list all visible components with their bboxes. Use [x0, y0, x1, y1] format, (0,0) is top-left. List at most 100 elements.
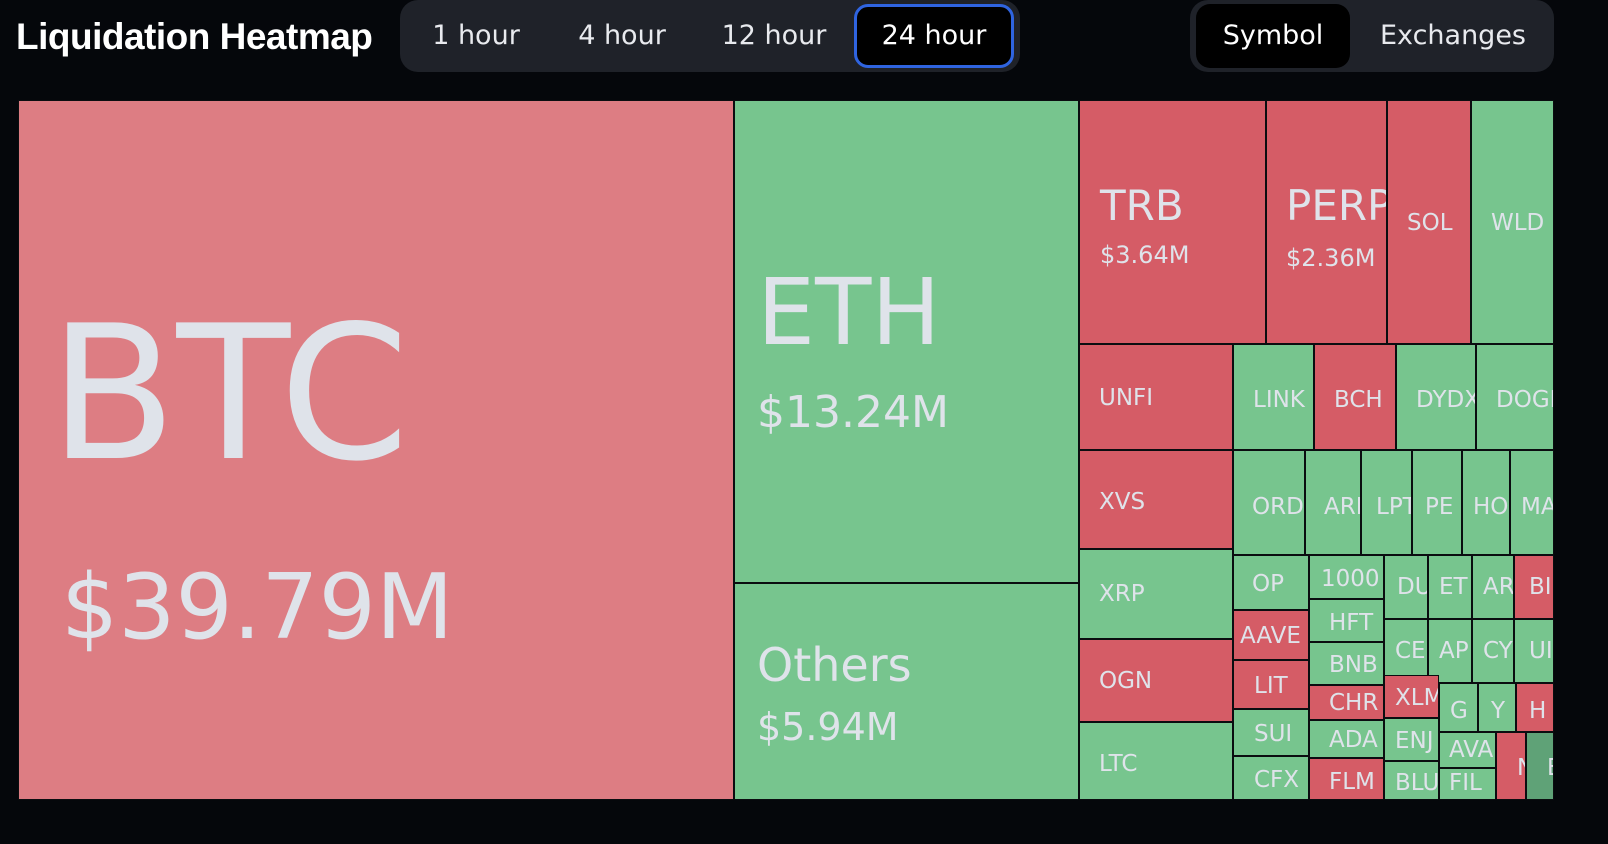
- treemap-cell-xlm[interactable]: XLM: [1384, 675, 1439, 718]
- cell-symbol: TRB: [1100, 181, 1184, 230]
- cell-value: $3.64M: [1100, 241, 1190, 269]
- treemap-cell-bch[interactable]: BCH: [1314, 344, 1396, 450]
- treemap-cell-e[interactable]: E: [1526, 732, 1554, 800]
- treemap-cell-enj[interactable]: ENJ: [1384, 718, 1439, 761]
- treemap-cell-ar[interactable]: AR: [1472, 555, 1514, 619]
- treemap-cell-wld[interactable]: WLD: [1471, 100, 1554, 344]
- treemap-cell-sol[interactable]: SOL: [1387, 100, 1471, 344]
- treemap-cell-ce[interactable]: CE: [1384, 619, 1428, 683]
- treemap-cell-unfi[interactable]: UNFI: [1079, 344, 1233, 450]
- treemap-cell-h[interactable]: H: [1516, 683, 1554, 732]
- cell-symbol: LPT: [1376, 494, 1411, 520]
- treemap-cell-ap[interactable]: AP: [1428, 619, 1472, 683]
- cell-symbol: ADA: [1329, 727, 1378, 753]
- cell-symbol: FLM: [1329, 769, 1375, 795]
- cell-symbol: PE: [1425, 494, 1454, 520]
- treemap-cell-ava[interactable]: AVA: [1439, 732, 1496, 768]
- treemap-cell-dydx[interactable]: DYDX: [1396, 344, 1476, 450]
- treemap-cell-ordi[interactable]: ORDI: [1233, 450, 1305, 555]
- treemap-cell-lpt[interactable]: LPT: [1361, 450, 1412, 555]
- tab-symbol[interactable]: Symbol: [1196, 4, 1350, 68]
- treemap-cell-link[interactable]: LINK: [1233, 344, 1314, 450]
- cell-symbol: SOL: [1407, 210, 1453, 236]
- cell-symbol: SUI: [1254, 721, 1293, 747]
- cell-value: $39.79M: [61, 555, 454, 660]
- cell-symbol: G: [1450, 698, 1468, 724]
- tab-24-hour[interactable]: 24 hour: [854, 4, 1014, 68]
- cell-symbol: HFT: [1329, 610, 1374, 636]
- cell-symbol: XRP: [1099, 581, 1145, 607]
- treemap-cell-aave[interactable]: AAVE: [1233, 610, 1309, 660]
- tab-12-hour[interactable]: 12 hour: [721, 20, 827, 51]
- cell-symbol: AVA: [1449, 737, 1494, 763]
- treemap-cell-hft[interactable]: HFT: [1309, 599, 1384, 642]
- cell-symbol: Y: [1491, 698, 1506, 724]
- cell-symbol: Others: [757, 638, 912, 692]
- treemap-cell-perp[interactable]: PERP $2.36M: [1266, 100, 1387, 344]
- cell-symbol: PERP: [1286, 181, 1387, 230]
- treemap-cell-ada[interactable]: ADA: [1309, 720, 1384, 758]
- cell-symbol: LINK: [1253, 387, 1305, 413]
- treemap-cell-xrp[interactable]: XRP: [1079, 549, 1233, 639]
- cell-symbol: OGN: [1099, 668, 1153, 694]
- treemap-cell-op[interactable]: OP: [1233, 555, 1309, 610]
- cell-symbol: AAVE: [1240, 623, 1301, 649]
- treemap-cell-bnb[interactable]: BNB: [1309, 642, 1384, 685]
- treemap-cell-fil[interactable]: FIL: [1439, 768, 1496, 800]
- cell-symbol: E: [1547, 757, 1553, 780]
- cell-symbol: XVS: [1099, 489, 1146, 515]
- treemap-cell-cy[interactable]: CY: [1472, 619, 1514, 683]
- treemap-cell-sui[interactable]: SUI: [1233, 709, 1309, 756]
- treemap-cell-ogn[interactable]: OGN: [1079, 639, 1233, 722]
- treemap-cell-chr[interactable]: CHR: [1309, 685, 1384, 720]
- treemap-cell-pe[interactable]: PE: [1412, 450, 1462, 555]
- cell-symbol: UNFI: [1099, 385, 1154, 411]
- cell-symbol: DOGE: [1496, 387, 1553, 413]
- treemap-cell-ltc[interactable]: LTC: [1079, 722, 1233, 800]
- treemap-cell-eth[interactable]: ETH $13.24M: [734, 100, 1079, 583]
- treemap-cell-lit[interactable]: LIT: [1233, 660, 1309, 709]
- cell-symbol: AR: [1483, 574, 1514, 600]
- treemap-cell-g[interactable]: G: [1439, 683, 1478, 732]
- treemap-cell-ari[interactable]: ARI: [1305, 450, 1361, 555]
- treemap-cell-ui[interactable]: UI: [1514, 619, 1554, 683]
- cell-symbol: LTC: [1099, 751, 1138, 777]
- treemap-cell-doge[interactable]: DOGE: [1476, 344, 1554, 450]
- cell-symbol: BI: [1529, 574, 1552, 600]
- treemap-cell-flm[interactable]: FLM: [1309, 758, 1384, 800]
- cell-symbol: ET: [1439, 574, 1468, 600]
- cell-symbol: BNB: [1329, 652, 1378, 678]
- cell-value: $5.94M: [757, 705, 899, 749]
- cell-symbol: BTC: [49, 285, 410, 502]
- cell-symbol: FIL: [1449, 770, 1482, 796]
- cell-value: $13.24M: [757, 387, 949, 438]
- treemap-cell-y[interactable]: Y: [1478, 683, 1516, 732]
- liquidation-treemap: BTC $39.79M ETH $13.24M Others $5.94M TRB $3.64…: [18, 100, 1554, 800]
- cell-symbol: ORDI: [1252, 494, 1305, 520]
- treemap-cell-cfx[interactable]: CFX: [1233, 756, 1309, 800]
- cell-symbol: 1000: [1321, 566, 1380, 592]
- tab-4-hour[interactable]: 4 hour: [578, 20, 666, 51]
- treemap-cell-ma[interactable]: MA: [1510, 450, 1554, 555]
- cell-symbol: WLD: [1491, 210, 1545, 236]
- cell-symbol: DU: [1397, 574, 1427, 600]
- cell-symbol: ENJ: [1395, 728, 1434, 754]
- cell-symbol: ARI: [1324, 494, 1361, 520]
- treemap-cell-btc[interactable]: BTC $39.79M: [18, 100, 734, 800]
- treemap-cell-xvs[interactable]: XVS: [1079, 450, 1233, 549]
- treemap-cell-1000[interactable]: 1000: [1309, 555, 1384, 599]
- treemap-cell-n[interactable]: N: [1496, 732, 1526, 800]
- treemap-cell-blu[interactable]: BLU: [1384, 761, 1439, 800]
- treemap-cell-trb[interactable]: TRB $3.64M: [1079, 100, 1266, 344]
- cell-symbol: N: [1517, 757, 1525, 780]
- treemap-cell-du[interactable]: DU: [1384, 555, 1428, 619]
- cell-symbol: LIT: [1254, 673, 1288, 699]
- treemap-cell-et[interactable]: ET: [1428, 555, 1472, 619]
- cell-symbol: BLU: [1395, 770, 1439, 796]
- cell-symbol: CFX: [1254, 767, 1300, 793]
- tab-1-hour[interactable]: 1 hour: [432, 20, 520, 51]
- tab-exchanges[interactable]: Exchanges: [1380, 20, 1526, 51]
- treemap-cell-ho[interactable]: HO: [1462, 450, 1510, 555]
- treemap-cell-others[interactable]: Others $5.94M: [734, 583, 1079, 800]
- treemap-cell-bi[interactable]: BI: [1514, 555, 1554, 619]
